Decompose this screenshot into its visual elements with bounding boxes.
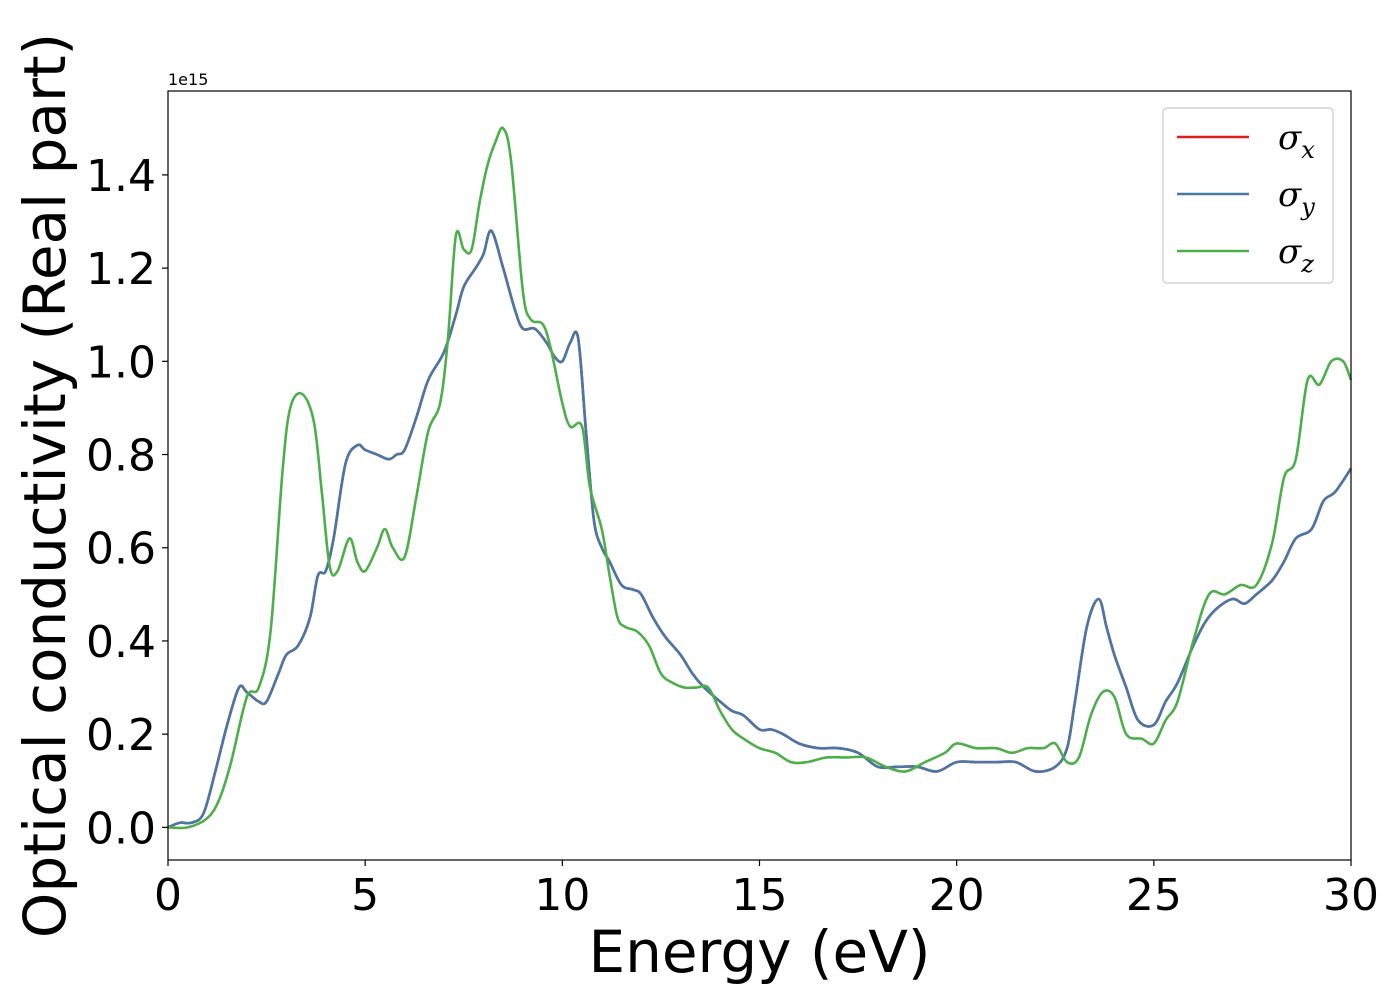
y-tick-label: 1.2 <box>86 244 156 295</box>
y-tick-label: 0.2 <box>86 710 156 761</box>
series-line-z <box>167 126 1353 830</box>
x-axis-title: Energy (eV) <box>588 918 930 986</box>
x-tick-label: 10 <box>534 870 590 921</box>
y-tick-label: 0.6 <box>86 524 156 575</box>
legend-label-y: σy <box>1278 175 1315 221</box>
legend-subscript: x <box>1301 136 1315 164</box>
series-layer <box>167 126 1353 830</box>
x-tick-label: 20 <box>929 870 985 921</box>
legend-label-z: σz <box>1278 232 1314 278</box>
x-axis: 0 5 10 15 20 25 30 <box>154 860 1379 921</box>
x-tick-label: 25 <box>1126 870 1182 921</box>
legend-subscript: z <box>1300 250 1314 278</box>
legend-label-x: σx <box>1278 118 1315 164</box>
y-tick-label: 0.0 <box>86 803 156 854</box>
legend-symbol: σ <box>1278 232 1302 272</box>
x-tick-label: 0 <box>154 870 182 921</box>
legend-subscript: y <box>1300 193 1315 221</box>
y-tick-label: 1.0 <box>86 337 156 388</box>
y-axis: 0.0 0.2 0.4 0.6 0.8 1.0 1.2 1.4 <box>86 151 168 854</box>
y-axis-title: Optical conductivity (Real part) <box>11 33 79 938</box>
x-tick-label: 30 <box>1323 870 1379 921</box>
y-offset-label: 1e15 <box>168 70 208 89</box>
x-tick-label: 15 <box>732 870 788 921</box>
legend-symbol: σ <box>1278 118 1302 158</box>
y-tick-label: 0.8 <box>86 431 156 482</box>
series-line-y <box>167 229 1353 829</box>
legend-box <box>1162 107 1334 284</box>
x-tick-label: 5 <box>351 870 379 921</box>
y-tick-label: 0.4 <box>86 617 156 668</box>
legend-symbol: σ <box>1278 175 1302 215</box>
y-tick-label: 1.4 <box>86 151 156 202</box>
